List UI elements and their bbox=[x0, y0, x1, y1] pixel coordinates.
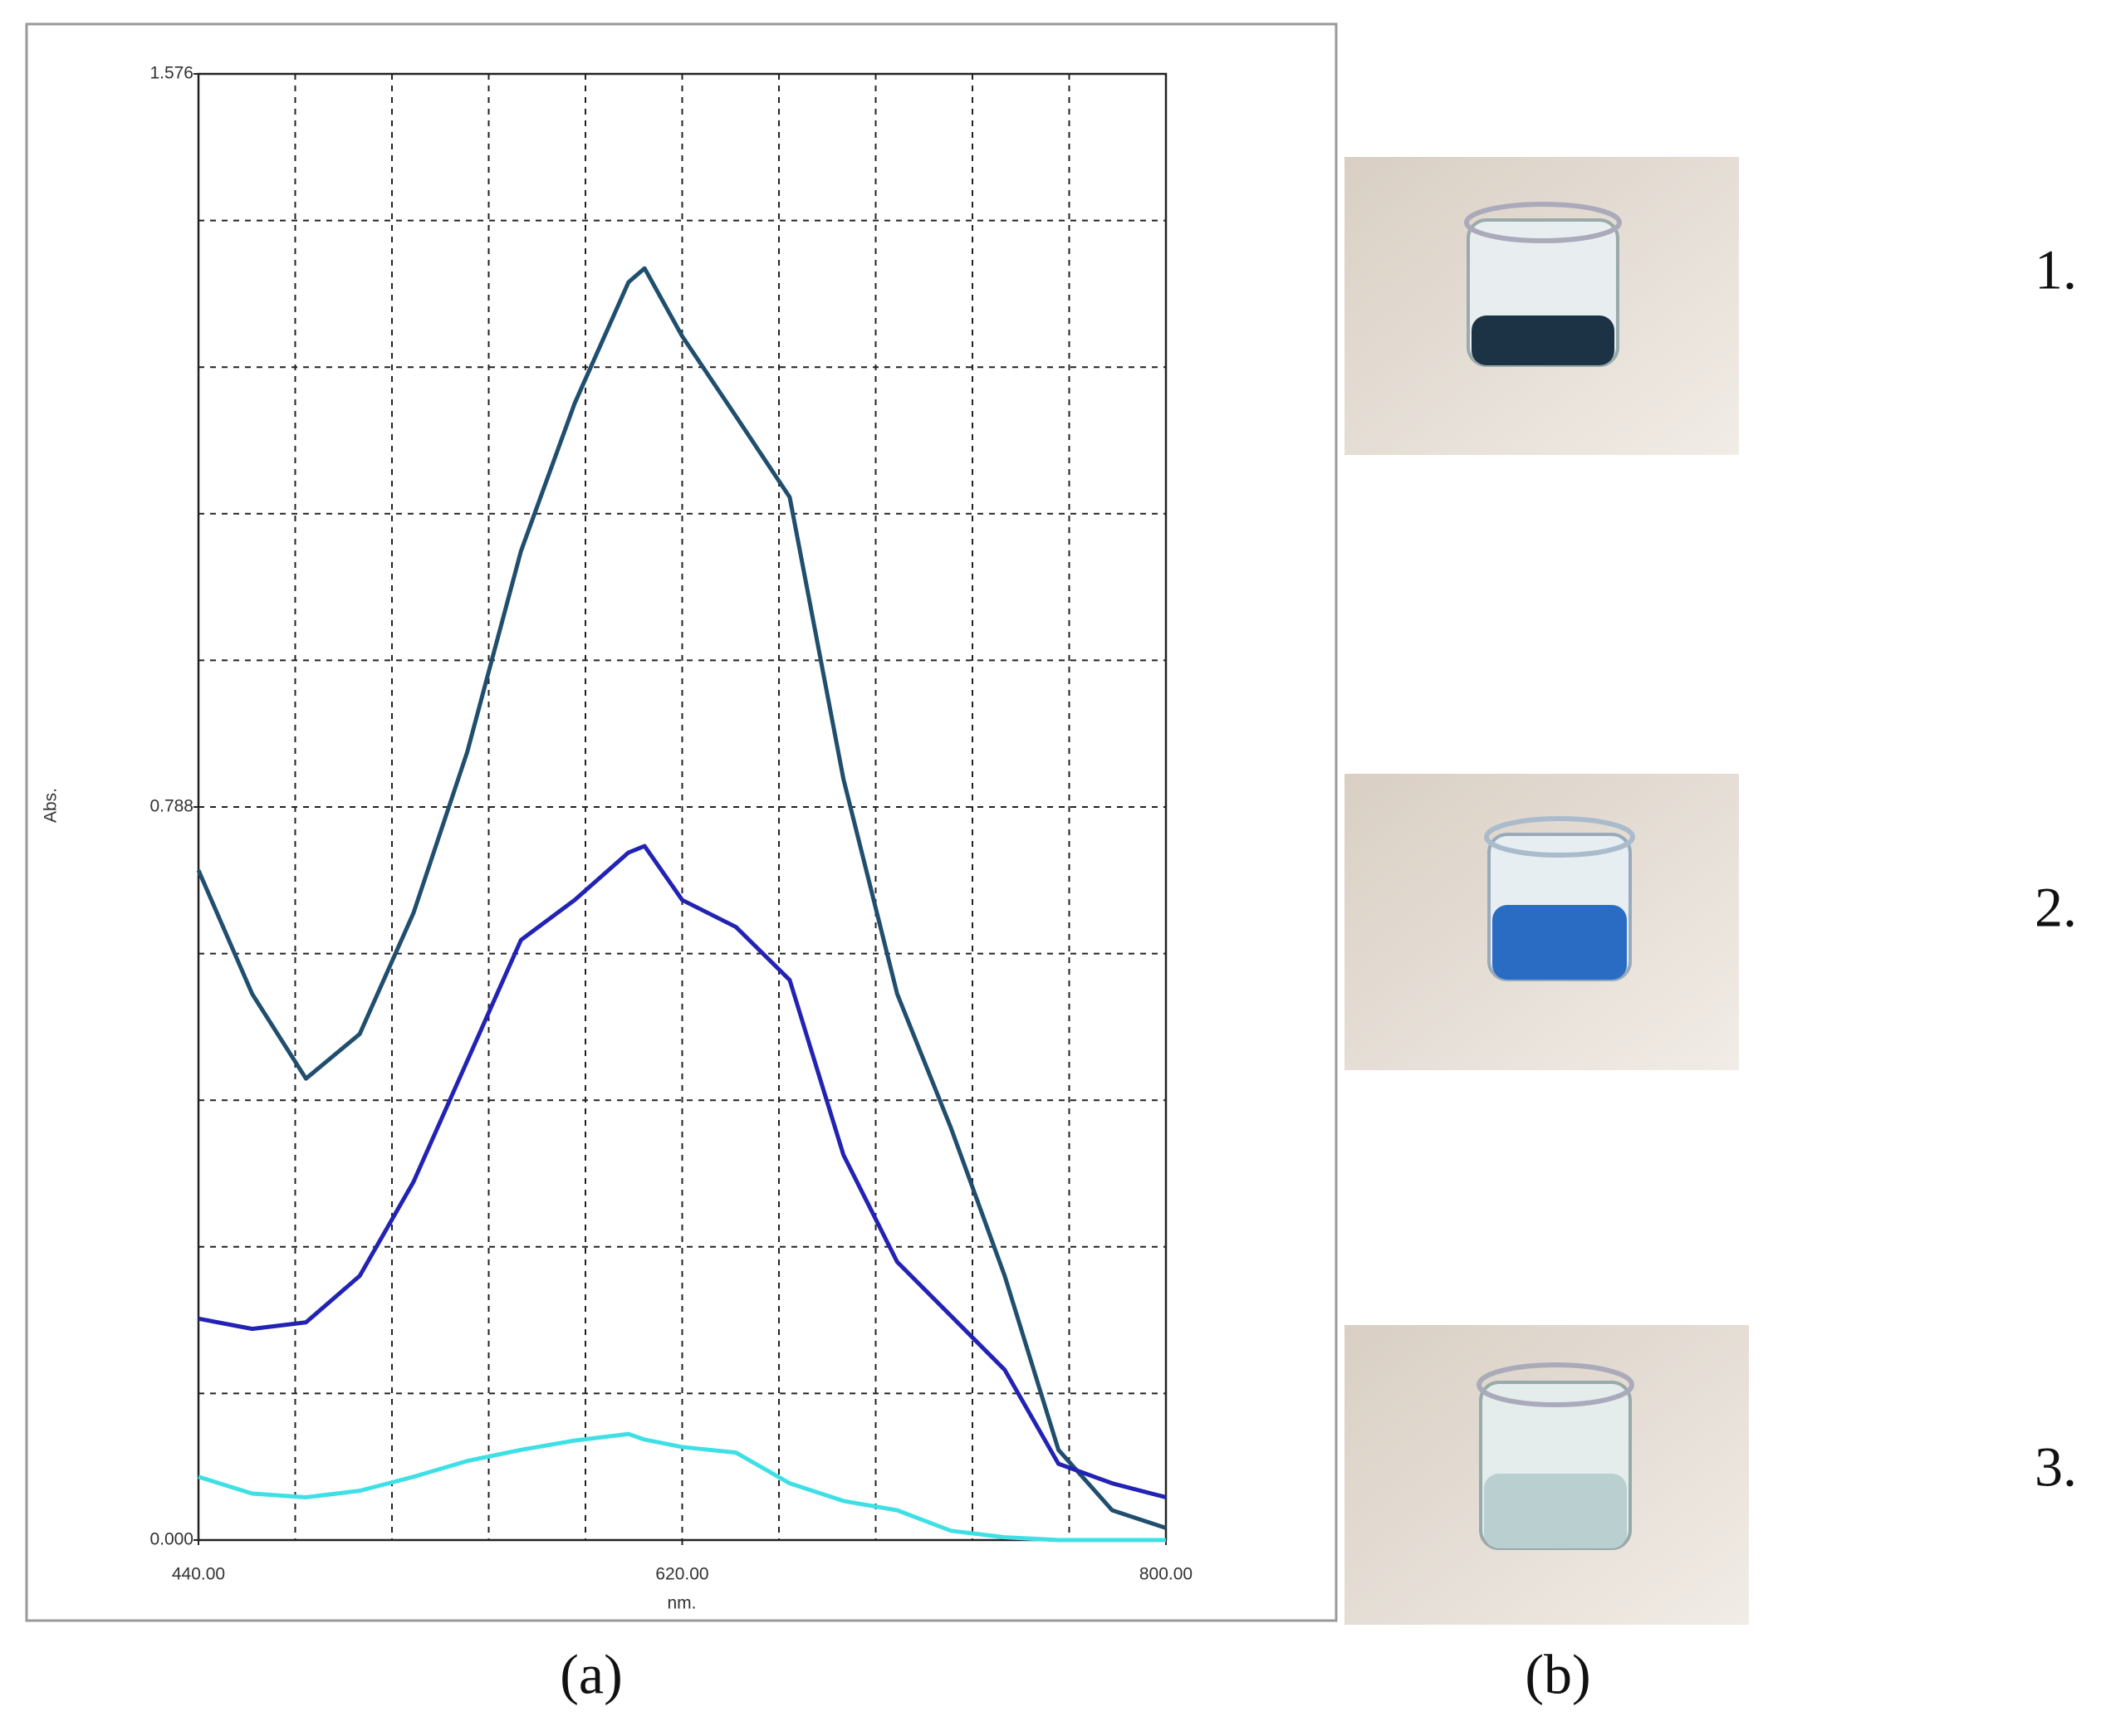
data-line bbox=[198, 844, 1167, 1499]
sample-label: 1. bbox=[2035, 238, 2077, 301]
photo-1 bbox=[1344, 157, 1739, 455]
data-line bbox=[198, 1431, 1166, 1543]
sample-label: 3. bbox=[2035, 1435, 2077, 1499]
y-tick-label: 0.788 bbox=[149, 797, 193, 816]
x-tick-label: 800.00 bbox=[1139, 1565, 1193, 1584]
x-tick-label: 440.00 bbox=[172, 1565, 225, 1584]
panel-label: (b) bbox=[1525, 1643, 1590, 1706]
y-tick-label: 1.576 bbox=[149, 64, 193, 83]
y-axis-label: Abs. bbox=[42, 788, 61, 823]
photo-3 bbox=[1344, 1325, 1749, 1625]
y-tick-label: 0.000 bbox=[149, 1530, 193, 1549]
panel-label: (a) bbox=[560, 1643, 622, 1706]
sample-label: 2. bbox=[2035, 876, 2077, 939]
x-tick-label: 620.00 bbox=[655, 1565, 708, 1584]
data-line bbox=[196, 266, 1167, 1530]
x-axis-label: nm. bbox=[667, 1594, 696, 1613]
photo-2 bbox=[1344, 774, 1739, 1070]
